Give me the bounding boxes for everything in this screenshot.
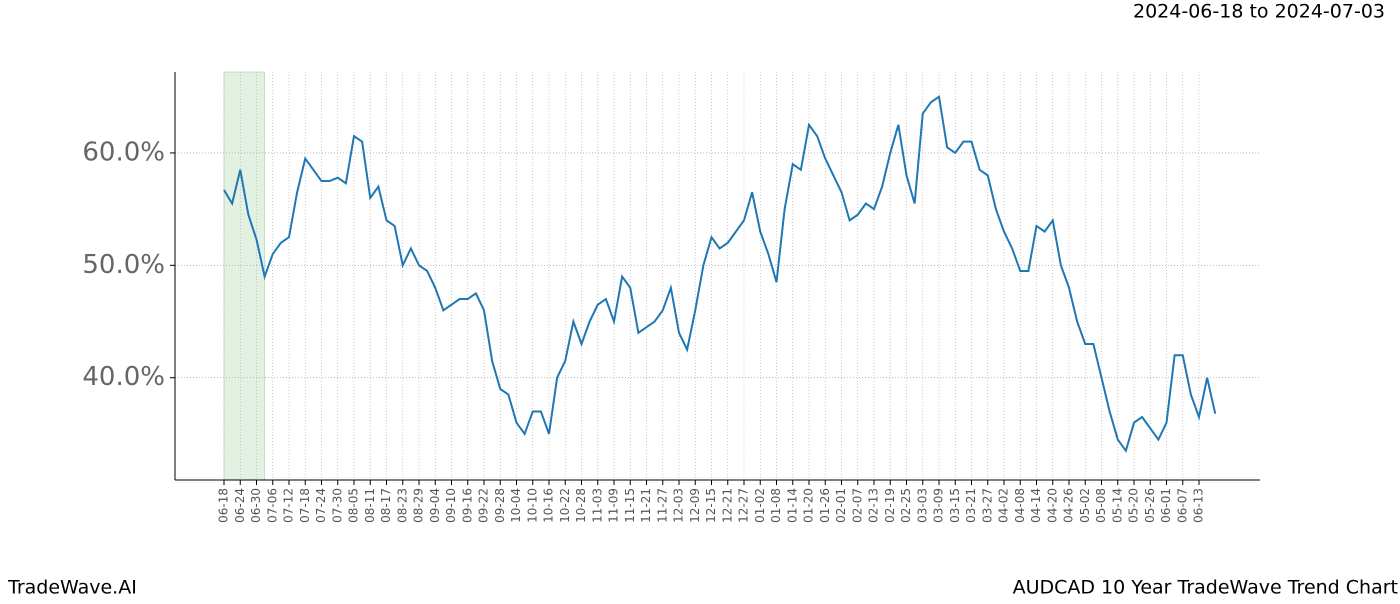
x-tick-label: 07-18 — [298, 488, 312, 523]
x-tick-label: 08-05 — [347, 488, 361, 523]
x-tick-label: 12-15 — [704, 488, 718, 523]
x-tick-label: 09-16 — [460, 488, 474, 523]
x-tick-label: 12-03 — [672, 488, 686, 523]
x-tick-label: 09-22 — [477, 488, 491, 523]
x-tick-label: 10-28 — [574, 488, 588, 523]
x-tick-label: 11-03 — [590, 488, 604, 523]
x-tick-label: 12-27 — [737, 488, 751, 523]
x-tick-label: 05-08 — [1094, 488, 1108, 523]
y-tick-label: 50.0% — [82, 250, 165, 280]
x-tick-label: 05-02 — [1078, 488, 1092, 523]
x-tick-label: 02-13 — [867, 488, 881, 523]
date-range: 2024-06-18 to 2024-07-03 — [1133, 1, 1385, 23]
x-tick-label: 10-22 — [558, 488, 572, 523]
x-tick-label: 11-21 — [639, 488, 653, 523]
x-tick-label: 03-15 — [948, 488, 962, 523]
x-tick-label: 02-01 — [834, 488, 848, 523]
x-tick-label: 03-09 — [932, 488, 946, 523]
trend-line — [223, 95, 1217, 454]
x-tick-label: 04-20 — [1045, 488, 1059, 523]
x-tick-label: 09-04 — [428, 488, 442, 523]
x-tick-label: 06-18 — [217, 488, 231, 523]
x-tick-label: 05-14 — [1110, 488, 1124, 523]
x-tick-label: 02-07 — [850, 488, 864, 523]
x-tick-label: 08-17 — [379, 488, 393, 523]
x-tick-label: 12-09 — [688, 488, 702, 523]
x-tick-label: 08-29 — [412, 488, 426, 523]
x-tick-label: 06-30 — [249, 488, 263, 523]
x-tick-label: 11-09 — [607, 488, 621, 523]
x-tick-label: 06-24 — [233, 488, 247, 523]
x-tick-label: 12-21 — [720, 488, 734, 523]
x-tick-label: 04-26 — [1062, 488, 1076, 523]
x-tick-label: 10-16 — [542, 488, 556, 523]
x-tick-label: 01-08 — [769, 488, 783, 523]
x-tick-label: 01-20 — [802, 488, 816, 523]
x-tick-label: 09-28 — [493, 488, 507, 523]
x-tick-label: 02-19 — [883, 488, 897, 523]
x-tick-label: 06-01 — [1159, 488, 1173, 523]
x-tick-label: 06-07 — [1175, 488, 1189, 523]
x-tick-label: 03-21 — [964, 488, 978, 523]
x-tick-label: 01-14 — [785, 488, 799, 523]
x-tick-label: 02-25 — [899, 488, 913, 523]
highlight-span — [223, 71, 265, 481]
x-tick-label: 07-24 — [314, 488, 328, 523]
x-tick-label: 04-08 — [1013, 488, 1027, 523]
x-tick-label: 04-02 — [997, 488, 1011, 523]
x-tick-label: 01-02 — [753, 488, 767, 523]
x-tick-label: 08-11 — [363, 488, 377, 523]
x-tick-label: 07-06 — [265, 488, 279, 523]
chart-name: AUDCAD 10 Year TradeWave Trend Chart — [1013, 577, 1398, 599]
y-tick-label: 60.0% — [82, 137, 165, 167]
x-tick-label: 10-10 — [525, 488, 539, 523]
x-tick-label: 09-10 — [444, 488, 458, 523]
x-tick-label: 05-20 — [1127, 488, 1141, 523]
brand: TradeWave.AI — [7, 577, 137, 599]
x-tick-label: 06-13 — [1192, 488, 1206, 523]
x-tick-label: 08-23 — [395, 488, 409, 523]
x-tick-label: 07-30 — [330, 488, 344, 523]
x-tick-label: 03-27 — [980, 488, 994, 523]
x-tick-label: 11-15 — [623, 488, 637, 523]
y-tick-label: 40.0% — [82, 362, 165, 392]
x-tick-label: 11-27 — [655, 488, 669, 523]
x-tick-label: 05-26 — [1143, 488, 1157, 523]
x-tick-label: 07-12 — [282, 488, 296, 523]
x-tick-label: 04-14 — [1029, 488, 1043, 523]
x-tick-label: 10-04 — [509, 488, 523, 523]
x-tick-label: 03-03 — [915, 488, 929, 523]
x-tick-label: 01-26 — [818, 488, 832, 523]
